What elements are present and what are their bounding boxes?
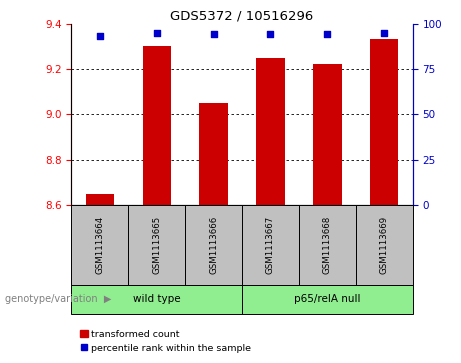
Bar [370,40,398,205]
Point [96,33,104,39]
Text: wild type: wild type [133,294,181,305]
Point [267,32,274,37]
Point [153,30,160,36]
Text: GSM1113666: GSM1113666 [209,216,218,274]
Text: p65/relA null: p65/relA null [294,294,361,305]
Bar [142,46,171,205]
Text: GSM1113665: GSM1113665 [152,216,161,274]
Point [210,32,217,37]
Bar [313,64,342,205]
Text: genotype/variation  ▶: genotype/variation ▶ [5,294,111,305]
Text: GSM1113667: GSM1113667 [266,216,275,274]
Text: GSM1113669: GSM1113669 [380,216,389,274]
Title: GDS5372 / 10516296: GDS5372 / 10516296 [171,9,313,23]
Bar [256,58,285,205]
Text: GSM1113664: GSM1113664 [95,216,104,274]
Point [380,30,388,36]
Bar [200,103,228,205]
Legend: transformed count, percentile rank within the sample: transformed count, percentile rank withi… [76,326,255,356]
Text: GSM1113668: GSM1113668 [323,216,332,274]
Bar [86,194,114,205]
Point [324,32,331,37]
